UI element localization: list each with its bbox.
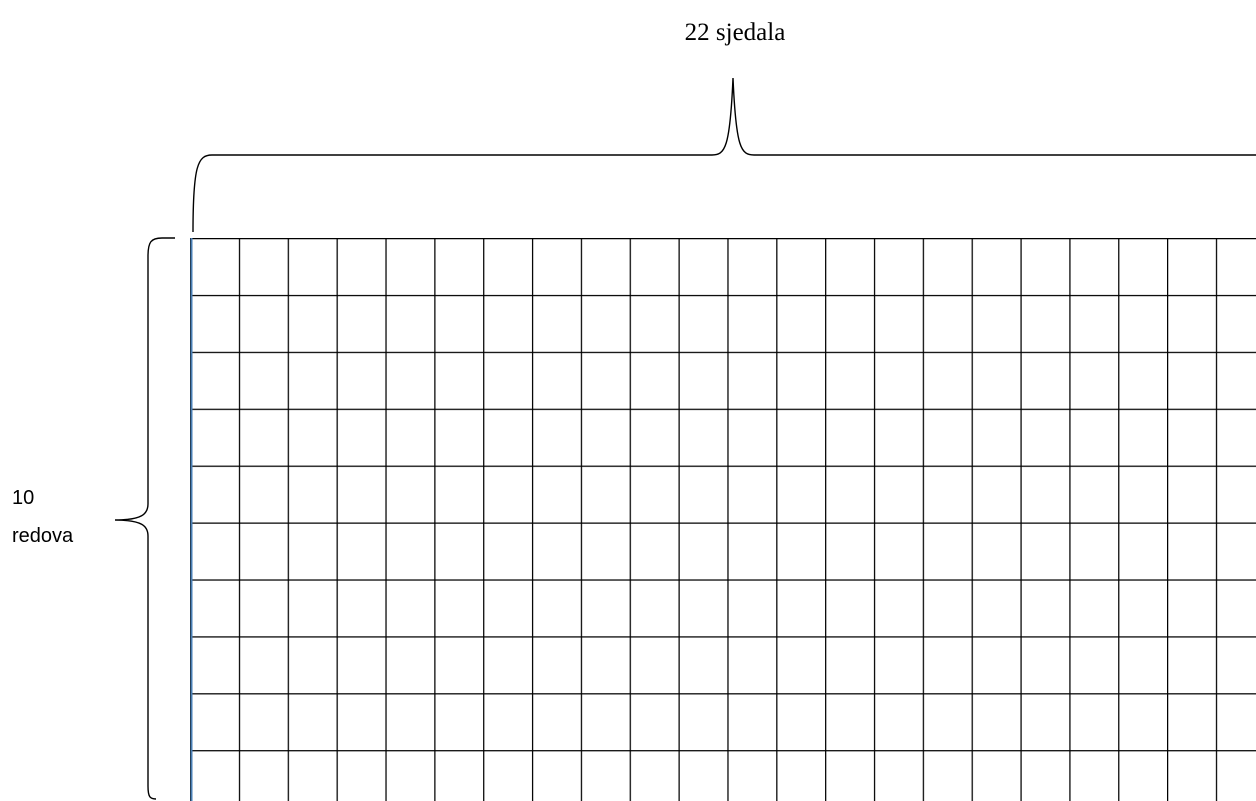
- seat-grid: [190, 238, 1256, 801]
- top-brace: [192, 77, 1256, 233]
- rows-label-line: 10: [12, 487, 34, 509]
- rows-label-line: redova: [12, 525, 74, 547]
- columns-label: 22 sjedala: [685, 19, 786, 46]
- left-brace: [114, 237, 175, 800]
